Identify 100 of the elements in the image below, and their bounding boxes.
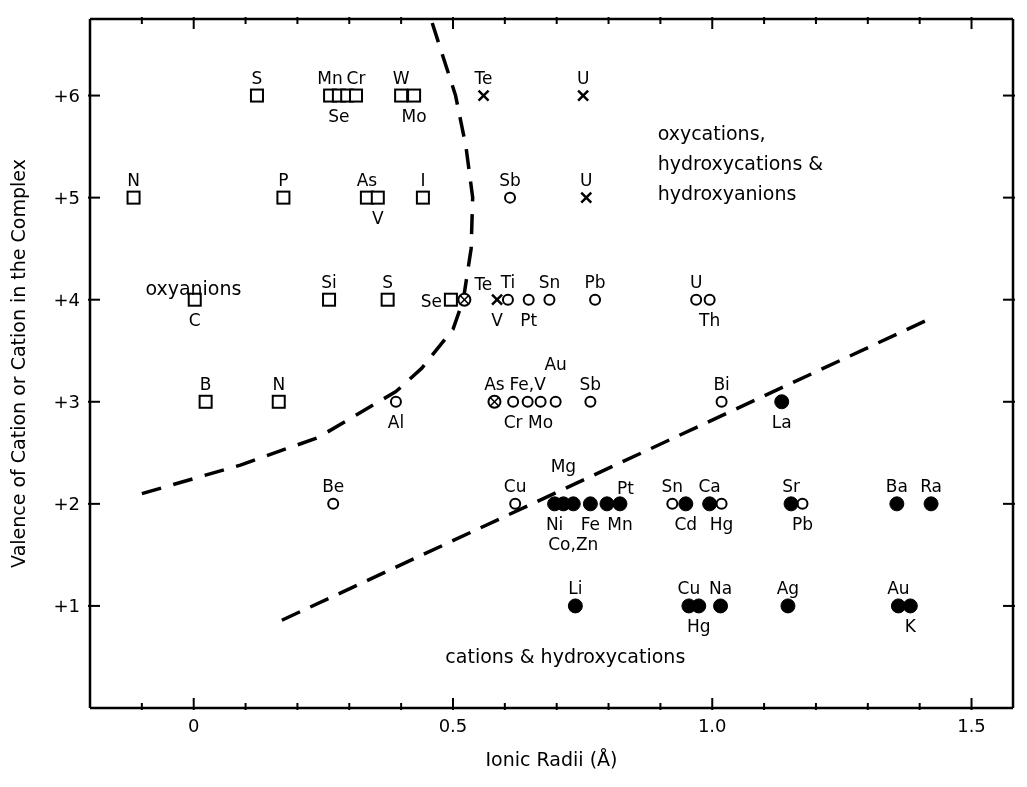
annotation: Sb bbox=[499, 169, 521, 190]
point bbox=[678, 496, 694, 512]
point bbox=[690, 293, 703, 306]
annotation: La bbox=[771, 411, 792, 432]
annotation: oxyanions bbox=[145, 276, 242, 299]
annotation: Pb bbox=[584, 271, 606, 292]
annotation: oxycations, hydroxycations & hydroxyanions bbox=[657, 121, 824, 204]
point bbox=[703, 293, 716, 306]
point bbox=[349, 88, 364, 103]
annotation: U bbox=[580, 169, 593, 190]
annotation: Ni bbox=[545, 513, 564, 534]
annotation: Mg bbox=[550, 455, 577, 476]
x-tick-label: 1.0 bbox=[697, 715, 727, 736]
point bbox=[276, 190, 291, 205]
annotation: S bbox=[251, 67, 263, 88]
point bbox=[198, 394, 213, 409]
y-tick-label: +5 bbox=[53, 186, 80, 208]
annotation: Cu bbox=[677, 577, 701, 598]
annotation: W bbox=[392, 67, 410, 88]
annotation: Cd bbox=[674, 513, 698, 534]
point bbox=[780, 598, 796, 614]
point bbox=[890, 598, 906, 614]
annotation: V bbox=[371, 207, 384, 228]
y-tick-label: +6 bbox=[53, 84, 80, 106]
annotation: Mo bbox=[528, 411, 554, 432]
point bbox=[249, 88, 264, 103]
point bbox=[271, 394, 286, 409]
annotation: Ba bbox=[885, 475, 908, 496]
point bbox=[389, 395, 402, 408]
point bbox=[713, 598, 729, 614]
point bbox=[501, 293, 514, 306]
y-axis-title: Valence of Cation or Cation in the Complex bbox=[6, 159, 29, 568]
point bbox=[534, 395, 547, 408]
annotation: Sr bbox=[782, 475, 800, 496]
annotation: As bbox=[484, 373, 505, 394]
point bbox=[715, 497, 728, 510]
annotation: Mn bbox=[607, 513, 633, 534]
annotation: Se bbox=[328, 105, 350, 126]
annotation: Ra bbox=[920, 475, 942, 496]
line-series bbox=[140, 21, 475, 496]
annotation: Pb bbox=[791, 513, 813, 534]
annotation: V bbox=[491, 309, 504, 330]
annotation: N bbox=[127, 169, 140, 190]
point bbox=[582, 496, 598, 512]
annotation: Pt bbox=[616, 477, 635, 498]
annotation: Sn bbox=[661, 475, 684, 496]
annotation: Th bbox=[698, 309, 721, 330]
point bbox=[702, 496, 718, 512]
point bbox=[902, 598, 918, 614]
point bbox=[370, 190, 385, 205]
annotation: Mo bbox=[401, 105, 427, 126]
annotation: Ca bbox=[698, 475, 721, 496]
point bbox=[567, 598, 583, 614]
point bbox=[507, 395, 520, 408]
annotation: Na bbox=[708, 577, 733, 598]
annotation: Cu bbox=[503, 475, 527, 496]
annotation: Hg bbox=[709, 513, 734, 534]
y-tick-label: +2 bbox=[53, 492, 80, 514]
annotation: As bbox=[356, 169, 378, 190]
annotation: Pt bbox=[520, 309, 538, 330]
annotation: C bbox=[188, 309, 201, 330]
annotation: U bbox=[689, 271, 703, 292]
annotation: B bbox=[199, 373, 212, 394]
annotation: S bbox=[382, 271, 394, 292]
annotation: Si bbox=[321, 271, 337, 292]
point bbox=[715, 395, 728, 408]
point bbox=[415, 190, 430, 205]
point bbox=[889, 496, 905, 512]
x-tick-label: 1.5 bbox=[957, 715, 986, 736]
annotation: cations & hydroxycations bbox=[445, 645, 686, 668]
annotation: Au bbox=[887, 577, 910, 598]
point bbox=[504, 191, 517, 204]
annotation: Cr bbox=[346, 67, 366, 88]
point bbox=[796, 497, 809, 510]
annotation: N bbox=[272, 373, 286, 394]
point bbox=[774, 394, 790, 410]
point bbox=[691, 598, 707, 614]
annotation: Au bbox=[544, 353, 567, 374]
annotation: Fe,V bbox=[509, 373, 547, 394]
point bbox=[543, 293, 556, 306]
point bbox=[126, 190, 141, 205]
y-tick-label: +4 bbox=[53, 288, 80, 310]
annotation: Te bbox=[473, 67, 493, 88]
annotation: Se bbox=[420, 290, 442, 311]
annotation: Hg bbox=[686, 615, 711, 636]
point bbox=[522, 293, 535, 306]
annotation: Li bbox=[568, 577, 583, 598]
point bbox=[923, 496, 939, 512]
annotation: Sn bbox=[538, 271, 561, 292]
point bbox=[394, 88, 409, 103]
point bbox=[443, 292, 458, 307]
point bbox=[783, 496, 799, 512]
annotation: Te bbox=[473, 273, 493, 294]
point bbox=[612, 496, 628, 512]
annotation: Fe bbox=[580, 513, 601, 534]
annotation: Sb bbox=[579, 373, 602, 394]
annotation: U bbox=[576, 67, 590, 88]
annotation: K bbox=[904, 615, 917, 636]
point bbox=[584, 395, 597, 408]
point bbox=[599, 496, 615, 512]
